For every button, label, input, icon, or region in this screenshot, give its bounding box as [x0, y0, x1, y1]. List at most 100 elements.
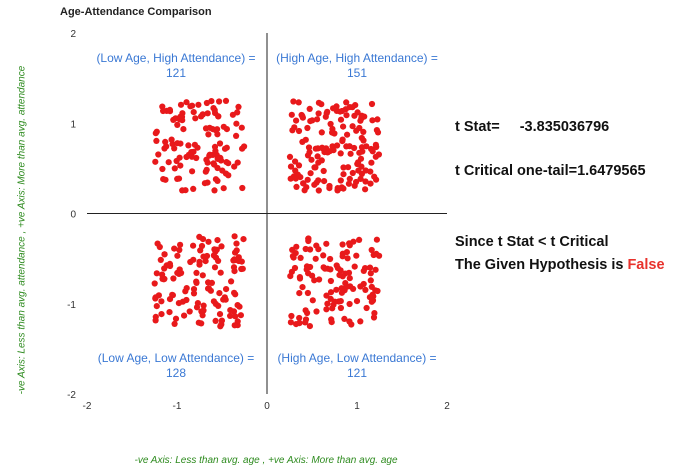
data-point	[314, 116, 321, 123]
data-point	[186, 308, 193, 315]
data-point	[189, 168, 196, 175]
x-axis-label: -ve Axis: Less than avg. age , +ve Axis:…	[134, 455, 398, 466]
data-point	[200, 302, 207, 309]
data-point	[340, 164, 347, 171]
data-point	[311, 181, 318, 188]
data-point	[302, 136, 309, 143]
data-point	[370, 314, 378, 321]
data-point	[170, 275, 177, 282]
data-point	[223, 159, 230, 166]
data-point	[327, 255, 334, 263]
data-point	[315, 159, 322, 166]
data-point	[353, 298, 361, 305]
data-point	[349, 123, 356, 130]
data-point	[315, 110, 322, 117]
data-point	[177, 113, 184, 120]
data-point	[160, 107, 167, 115]
data-point	[291, 124, 298, 131]
data-point	[293, 183, 300, 190]
data-point	[211, 264, 219, 271]
conclusion-line-2: The Given Hypothesis is False	[455, 257, 665, 273]
data-point	[222, 296, 229, 303]
data-point	[205, 131, 212, 138]
data-point	[350, 238, 357, 245]
data-point	[288, 111, 295, 118]
data-point	[373, 236, 380, 243]
data-point	[166, 106, 173, 113]
data-point	[214, 126, 221, 133]
data-point	[326, 185, 333, 192]
data-point	[333, 103, 340, 110]
data-point	[343, 99, 350, 106]
data-point	[371, 173, 378, 180]
data-point	[238, 124, 245, 131]
data-point	[374, 116, 381, 123]
data-point	[178, 269, 185, 277]
data-point	[287, 273, 294, 280]
data-point	[153, 270, 160, 277]
data-point	[158, 298, 165, 305]
data-point	[315, 246, 322, 253]
data-point	[326, 148, 333, 155]
data-point	[337, 304, 344, 312]
data-point	[346, 275, 353, 282]
data-point	[343, 283, 350, 290]
data-point	[231, 289, 238, 296]
data-point	[360, 267, 367, 274]
data-point	[202, 168, 209, 175]
data-point	[215, 113, 222, 120]
data-point	[323, 306, 330, 313]
data-point	[287, 163, 295, 170]
data-point	[216, 290, 223, 297]
data-point	[324, 300, 331, 307]
data-point	[172, 115, 179, 122]
data-point	[194, 144, 201, 151]
data-point	[166, 260, 173, 267]
data-point	[303, 266, 310, 273]
data-point	[155, 292, 162, 299]
data-point	[193, 304, 201, 311]
data-point	[370, 293, 377, 300]
quadrant-label-low-age-high-attendance: (Low Age, High Attendance) = 121	[86, 51, 266, 81]
data-point	[156, 243, 163, 251]
t-critical-line: t Critical one-tail=1.6479565	[455, 163, 646, 179]
data-point	[345, 164, 352, 171]
data-point	[231, 163, 238, 170]
data-point	[360, 128, 367, 135]
data-point	[232, 313, 239, 320]
data-point	[228, 278, 235, 285]
data-point	[372, 141, 379, 148]
data-point	[338, 289, 345, 296]
data-point	[349, 169, 356, 177]
data-point	[217, 323, 224, 330]
data-point	[360, 137, 367, 144]
data-point	[287, 175, 294, 182]
data-point	[216, 98, 223, 105]
data-point	[171, 320, 178, 327]
t-stat-line: t Stat= -3.835036796	[455, 119, 609, 135]
data-point	[292, 175, 299, 182]
data-point	[237, 312, 244, 319]
x-tick-label: -1	[173, 401, 182, 412]
data-point	[181, 312, 188, 319]
data-point	[350, 285, 357, 292]
data-point	[333, 286, 340, 293]
data-point	[315, 187, 322, 194]
data-point	[160, 276, 167, 283]
data-point	[180, 126, 187, 133]
data-point	[161, 265, 168, 272]
data-point	[368, 100, 376, 108]
data-point	[339, 136, 346, 143]
data-point	[367, 270, 374, 277]
data-point	[233, 120, 240, 127]
data-point	[159, 165, 166, 173]
quadrant-count: 121	[165, 66, 187, 80]
x-tick-label: 2	[444, 401, 450, 412]
data-point	[198, 113, 205, 120]
data-point	[177, 241, 184, 248]
data-point	[340, 171, 347, 178]
data-point	[287, 319, 294, 326]
data-point	[199, 236, 207, 243]
data-point	[153, 128, 160, 135]
data-point	[195, 101, 202, 108]
